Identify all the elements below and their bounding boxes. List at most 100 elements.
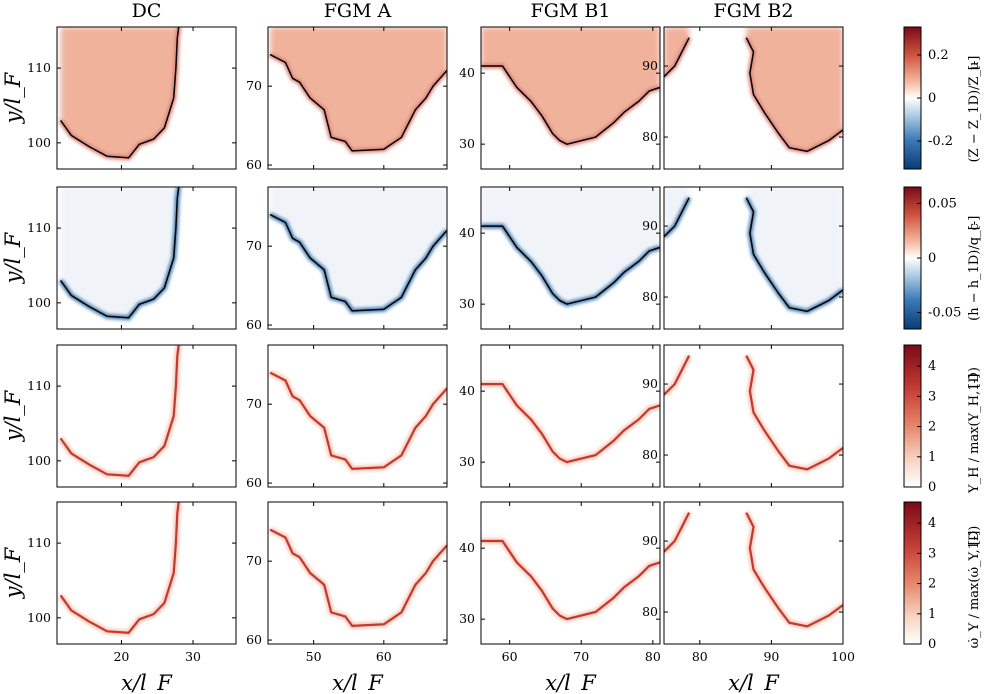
column-title: FGM A [324, 0, 392, 22]
flame-contour-line [481, 65, 660, 145]
flame-contour-line [59, 187, 180, 319]
x-tick-label: 80 [692, 649, 708, 664]
panel-frame [480, 186, 661, 330]
colorbar: 0 1 2 3 4 Y_H / max(Y_H,1D)[-] [903, 344, 982, 495]
front-band [59, 345, 180, 477]
colorbar: 0 1 2 3 4 ω̇_Y / max(ω̇_Y,1D)[-] [903, 501, 982, 652]
panel-frame [480, 501, 661, 645]
field-layer [664, 354, 843, 473]
x-axis-label: x/l_F [121, 671, 173, 694]
front-band [481, 539, 660, 621]
y-tick-label: 80 [642, 604, 658, 619]
burnt-region-shading [270, 187, 447, 311]
heatmap-panel: 60 70 [246, 344, 448, 490]
front-band [664, 355, 691, 396]
y-tick-label: 30 [459, 454, 475, 469]
flame-contour-line [59, 27, 180, 159]
y-tick-label: 70 [246, 238, 262, 253]
panel-frame [480, 26, 661, 170]
colorbar-tick-label: 0 [928, 637, 936, 652]
x-axis-label: x/l_F [332, 671, 384, 694]
colorbar-tick-label: -0.05 [928, 306, 961, 321]
x-tick-label: 50 [306, 649, 322, 664]
x-tick-label: 60 [376, 649, 392, 664]
y-axis-label: y/l_F [1, 389, 25, 442]
panel-frame [56, 186, 237, 330]
panel-frame [267, 344, 448, 488]
heatmap-panel: 30 40 [459, 344, 661, 488]
colorbar-tick-label: 0.05 [928, 196, 957, 211]
axis-labels: DC FGM A FGM B1 FGM B2 y/l_F y/l_F y/l_F y/l_Fx… [1, 0, 793, 694]
colorbar-tick-label: 1 [928, 607, 936, 622]
panel-frame [56, 26, 237, 170]
colorbar-gradient [903, 501, 922, 645]
column-title: DC [132, 0, 162, 22]
y-axis-label: y/l_F [1, 71, 25, 124]
front-band [481, 383, 660, 464]
y-tick-label: 40 [459, 540, 475, 555]
flame-contour-line [481, 225, 660, 305]
colorbar-gradient [903, 344, 922, 488]
panel-frame [56, 344, 237, 488]
x-tick-label: 20 [113, 649, 129, 664]
heatmap-panel: 30 40 [459, 186, 661, 330]
y-tick-label: 80 [642, 129, 658, 144]
y-tick-label: 60 [246, 317, 262, 332]
heatmap-panel: 80 90 80 90 100 [642, 501, 855, 664]
panel-frame [663, 501, 844, 645]
colorbar-tick-label: 0.2 [928, 48, 949, 63]
colorbar-tick-label: 4 [928, 516, 936, 531]
colorbar-tick-label: 3 [928, 546, 936, 561]
panel-frame [267, 26, 448, 170]
colorbar-tick-label: -0.2 [928, 134, 953, 149]
burnt-region-shading [481, 27, 660, 145]
panel-background [481, 345, 660, 487]
y-tick-label: 60 [246, 632, 262, 647]
colorbar-tick-label: 0 [928, 251, 936, 266]
colorbar-tick-label: 0 [928, 91, 936, 106]
y-tick-label: 80 [642, 447, 658, 462]
y-tick-label: 90 [642, 376, 658, 391]
colorbar-label: (h − h_1D)/q_c [967, 223, 982, 321]
heatmap-panel: 100 110 [27, 344, 237, 488]
y-tick-label: 90 [642, 533, 658, 548]
burnt-region-shading [481, 187, 660, 305]
panel-frame [663, 186, 844, 330]
field-layer [481, 27, 660, 147]
y-tick-label: 100 [27, 453, 51, 468]
y-tick-label: 80 [642, 289, 658, 304]
heatmap-panel: 60 70 50 60 [246, 501, 448, 664]
y-tick-label: 100 [27, 610, 51, 625]
panel-background [268, 502, 447, 644]
y-tick-label: 30 [459, 296, 475, 311]
colorbar-tick-label: 2 [928, 577, 936, 592]
colorbar-tick-label: 1 [928, 450, 936, 465]
y-tick-label: 90 [642, 58, 658, 73]
heatmap-panel: 30 40 [459, 26, 661, 170]
field-layer [664, 27, 843, 154]
x-tick-label: 90 [763, 649, 779, 664]
colorbar-tick-label: 2 [928, 420, 936, 435]
heatmap-panel: 80 90 [642, 186, 844, 330]
x-tick-label: 100 [831, 649, 855, 664]
field-layer [664, 511, 843, 630]
colorbar-tick-label: 0 [928, 480, 936, 495]
colorbar-tick-label: 3 [928, 389, 936, 404]
burnt-region-shading [270, 27, 447, 151]
y-tick-label: 90 [642, 218, 658, 233]
front-band [745, 355, 843, 471]
panel-frame [480, 344, 661, 488]
panel-background [268, 345, 447, 487]
flame-contour-line [269, 213, 447, 312]
burnt-region-shading [60, 187, 179, 318]
panel-background [57, 345, 236, 487]
colorbar-label: ω̇_Y / max(ω̇_Y,1D) [967, 526, 982, 649]
colorbar-unit: [-] [967, 56, 982, 71]
front-band [269, 371, 447, 471]
y-tick-label: 40 [459, 383, 475, 398]
colorbar-unit: [-] [967, 531, 982, 546]
heatmap-panel: 80 90 [642, 344, 844, 488]
front-band [664, 512, 691, 553]
